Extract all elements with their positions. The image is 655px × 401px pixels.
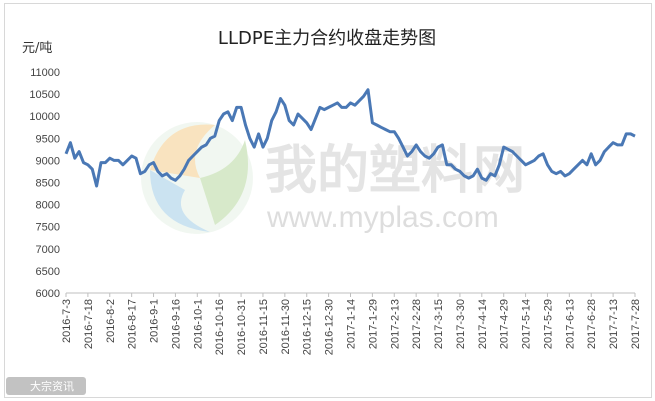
y-tick-label: 10000 — [29, 111, 60, 123]
y-tick-label: 9500 — [36, 133, 60, 145]
x-tick-label: 2017-1-14 — [346, 299, 358, 349]
x-tick-label: 2017-6-13 — [564, 299, 576, 349]
x-tick-label: 2017-6-28 — [586, 299, 598, 349]
corner-badge-text: 大宗资讯 — [30, 379, 74, 393]
y-tick-label: 8500 — [36, 178, 60, 190]
x-tick-label: 2016-11-15 — [258, 299, 270, 354]
x-tick-label: 2017-2-28 — [411, 299, 423, 349]
x-tick-label: 2016-7-3 — [61, 299, 73, 343]
x-tick-label: 2016-10-1 — [192, 299, 204, 349]
x-tick-label: 2016-8-2 — [105, 299, 117, 343]
y-tick-label: 7000 — [36, 244, 60, 256]
x-tick-label: 2017-3-30 — [455, 299, 467, 349]
x-tick-label: 2017-4-14 — [477, 299, 489, 349]
x-tick-label: 2017-3-15 — [433, 299, 445, 349]
corner-badge: 大宗资讯 — [6, 377, 86, 395]
x-tick-label: 2017-5-29 — [542, 299, 554, 349]
x-tick-label: 2016-10-16 — [214, 299, 226, 355]
watermark-logo-icon — [141, 122, 253, 234]
x-axis-ticks: 2016-7-3 2016-7-18 2016-8-2 2016-8-17 2016-9… — [61, 293, 642, 355]
y-tick-label: 9000 — [36, 155, 60, 167]
x-tick-label: 2016-10-31 — [236, 299, 248, 355]
x-tick-label: 2016-12-15 — [302, 299, 314, 355]
x-tick-label: 2016-8-17 — [127, 299, 139, 349]
chart-title: LLDPE主力合约收盘走势图 — [218, 28, 436, 49]
y-tick-label: 11000 — [30, 67, 60, 79]
y-tick-label: 8000 — [36, 200, 60, 212]
x-tick-label: 2016-7-18 — [83, 299, 95, 349]
x-tick-label: 2016-9-1 — [149, 299, 161, 343]
x-tick-label: 2017-2-13 — [389, 299, 401, 349]
x-tick-label: 2016-11-30 — [280, 299, 292, 354]
x-tick-label: 2017-7-28 — [630, 299, 642, 349]
y-axis-label: 元/吨 — [22, 41, 52, 56]
y-tick-label: 7500 — [36, 222, 60, 234]
x-tick-label: 2016-12-30 — [324, 299, 336, 355]
y-tick-label: 6500 — [36, 266, 60, 278]
y-tick-label: 10500 — [29, 89, 60, 101]
y-tick-label: 6000 — [36, 288, 60, 300]
chart-frame — [4, 3, 652, 398]
watermark-url-text: www.myplas.com — [266, 201, 499, 234]
watermark-brand-text: 我的塑料网 — [265, 141, 525, 201]
series-line — [64, 88, 636, 188]
x-tick-label: 2016-9-16 — [170, 299, 182, 349]
y-axis-ticks: 6000 6500 7000 7500 8000 8500 9000 9500 10000 105… — [29, 67, 60, 300]
x-tick-label: 2017-4-29 — [499, 299, 511, 349]
x-tick-label: 2017-5-14 — [521, 299, 533, 349]
x-tick-label: 2017-7-13 — [608, 299, 620, 349]
x-tick-label: 2017-1-29 — [367, 299, 379, 349]
